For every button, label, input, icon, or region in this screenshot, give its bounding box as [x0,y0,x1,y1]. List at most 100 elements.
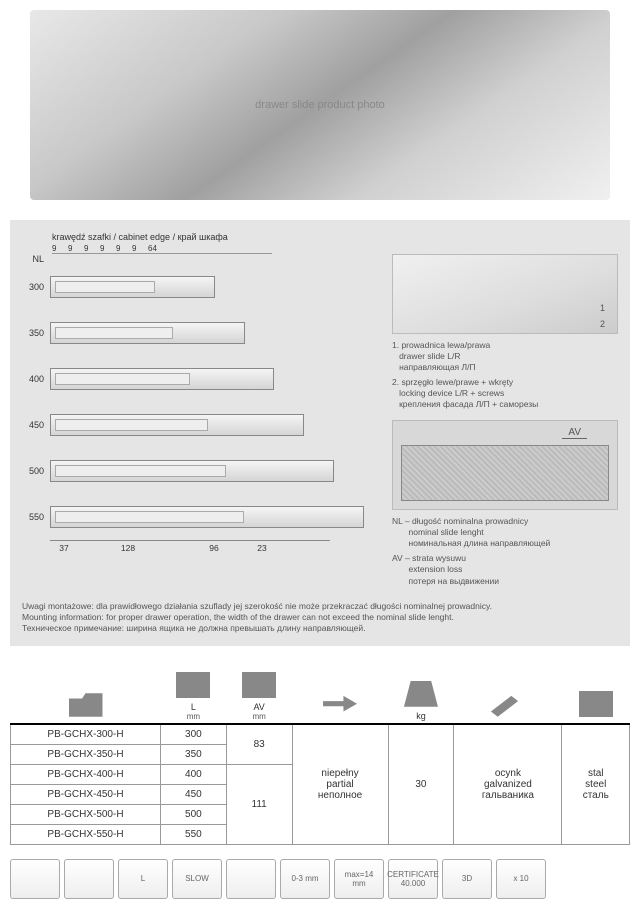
legend-item: NL – długość nominalna prowadnicy nomina… [392,516,618,549]
header-symbol: L [165,702,223,712]
rail-bar [50,322,245,344]
table-header [11,664,161,724]
nl-header: NL [22,254,44,264]
length-value: 450 [161,784,227,804]
specification-table: LmmAVmmkg PB-GCHX-300-H30083niepełny par… [10,664,630,845]
header-symbol: kg [392,711,450,721]
rail-bar [50,506,364,528]
product-code: PB-GCHX-550-H [11,824,161,844]
av-value: 83 [226,724,292,765]
rail-row: 400 [22,356,382,402]
product-photo: drawer slide product photo [0,0,640,210]
length-value: 550 [161,824,227,844]
rail-length-label: 500 [22,466,44,476]
length-value: 500 [161,804,227,824]
table-header [562,664,630,724]
header-symbol: AV [230,702,288,712]
rail-bar [50,276,215,298]
feature-icon: max=14 mm [334,859,384,899]
rail-length-label: 350 [22,328,44,338]
product-code: PB-GCHX-400-H [11,764,161,784]
feature-icon [64,859,114,899]
callout-number-2: 2 [600,319,605,329]
feature-icon: 0-3 mm [280,859,330,899]
hole-offset: 9 [132,244,146,253]
av-cross-section: AV [392,420,618,510]
rail-bar [50,368,274,390]
rail-length-label: 300 [22,282,44,292]
feature-icon: SLOW [172,859,222,899]
material: stal steel сталь [562,724,630,845]
header-icon [323,691,357,717]
length-value: 300 [161,724,227,745]
product-photo-placeholder: drawer slide product photo [30,10,610,200]
feature-icon: CERTIFICATE 40.000 [388,859,438,899]
legend-item: AV – strata wysuwu extension loss потеря… [392,553,618,586]
feature-icon: 3D [442,859,492,899]
extension-type: niepełny partial неполное [292,724,388,845]
product-code: PB-GCHX-500-H [11,804,161,824]
callout-list: 1. prowadnica lewa/prawa drawer slide L/… [392,340,618,410]
header-icon [404,681,438,707]
feature-icon-strip: LSLOW 0-3 mmmax=14 mmCERTIFICATE 40.0003D… [10,859,630,899]
hole-offset: 9 [52,244,66,253]
length-value: 400 [161,764,227,784]
header-icon [579,691,613,717]
load-capacity: 30 [388,724,454,845]
rail-length-label: 400 [22,374,44,384]
photo-alt: drawer slide product photo [255,99,385,111]
bottom-dim: 128 [80,543,176,553]
feature-icon [10,859,60,899]
table-row: PB-GCHX-300-H30083niepełny partial непол… [11,724,630,745]
finish: ocynk galvanized гальваника [454,724,562,845]
hole-offset: 64 [148,244,162,253]
technical-panel: krawędź szafki / cabinet edge / край шка… [10,220,630,646]
rail-bar [50,414,304,436]
header-icon [491,691,525,717]
table-header: AVmm [226,664,292,724]
top-hole-offsets: 99999964 [52,244,272,254]
feature-icon [226,859,276,899]
product-code: PB-GCHX-300-H [11,724,161,745]
rail-row: 450 [22,402,382,448]
header-icon [176,672,210,698]
bottom-dim: 96 [178,543,250,553]
rail-row: 500 [22,448,382,494]
header-unit: mm [165,712,223,721]
header-icon [242,672,276,698]
table-header [454,664,562,724]
bottom-dim: 23 [252,543,272,553]
rail-row: 550 [22,494,382,540]
callout-item: 2. sprzęgło lewe/prawe + wkręty locking … [392,377,618,410]
exploded-view: 1 2 [392,254,618,334]
rail-bar [50,460,334,482]
bottom-dimensions: 371289623 [50,540,330,553]
rail-length-label: 450 [22,420,44,430]
table-header: Lmm [161,664,227,724]
hole-offset: 9 [68,244,82,253]
rail-length-diagram: NL 300 350 400 450 500 550 371289623 [22,254,382,591]
cabinet-edge-label: krawędź szafki / cabinet edge / край шка… [52,232,618,242]
product-code: PB-GCHX-450-H [11,784,161,804]
rail-row: 350 [22,310,382,356]
av-value: 111 [226,764,292,844]
table-header [292,664,388,724]
hole-offset: 9 [84,244,98,253]
header-unit: mm [230,712,288,721]
bottom-dim: 37 [50,543,78,553]
av-label: AV [562,427,587,439]
rail-length-label: 550 [22,512,44,522]
legend: NL – długość nominalna prowadnicy nomina… [392,516,618,586]
header-icon [69,691,103,717]
hole-offset: 9 [100,244,114,253]
mounting-note: Uwagi montażowe: dla prawidłowego działa… [22,601,618,634]
feature-icon: x 10 [496,859,546,899]
table-header: kg [388,664,454,724]
length-value: 350 [161,744,227,764]
hole-offset: 9 [116,244,130,253]
rail-row: 300 [22,264,382,310]
feature-icon: L [118,859,168,899]
product-code: PB-GCHX-350-H [11,744,161,764]
callout-item: 1. prowadnica lewa/prawa drawer slide L/… [392,340,618,373]
callout-number-1: 1 [600,303,605,313]
